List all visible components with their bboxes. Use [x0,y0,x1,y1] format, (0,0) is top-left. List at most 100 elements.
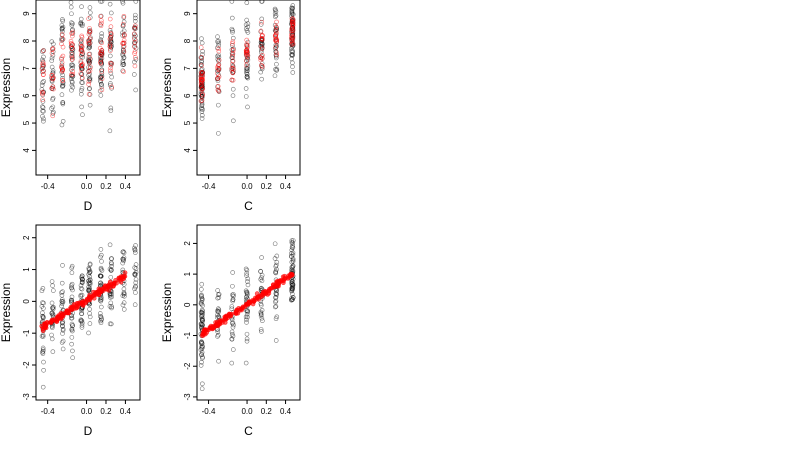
data-point [259,275,264,281]
data-point [199,36,204,41]
data-point [98,60,104,66]
data-point [273,28,279,34]
data-point [39,66,45,71]
data-point [244,51,249,57]
data-point [69,20,74,26]
data-point [273,45,279,50]
data-point [78,16,84,22]
data-point [290,257,296,263]
data-point [231,66,236,72]
data-point [290,240,296,246]
data-point [78,52,84,58]
data-point [259,36,265,42]
data-point [107,36,113,42]
data-point [121,69,126,75]
data-point [99,31,104,36]
data-point [289,247,295,253]
data-point [98,273,104,279]
data-point [60,263,65,268]
data-point [41,48,46,53]
data-point [69,31,75,36]
data-point [40,59,46,64]
data-point [290,245,296,250]
data-point [98,0,103,4]
data-point [274,19,279,25]
data-point [69,283,74,288]
data-point [86,51,92,57]
data-point [289,25,295,31]
data-point [99,34,104,39]
data-point [98,39,104,45]
data-point [290,34,296,40]
data-point [289,291,295,297]
data-point [230,77,236,83]
data-point [258,57,264,63]
data-point [78,71,84,76]
data-point [49,64,55,70]
data-point [273,338,279,343]
data-point [273,55,279,61]
data-point [121,49,126,55]
x-tick-label: 0.2 [100,407,112,416]
data-point [99,84,105,90]
data-point [107,128,113,134]
y-tick-label: 4 [183,148,192,153]
plot-frame [35,224,141,401]
data-point [40,63,46,69]
data-point [229,304,235,309]
data-point [133,87,138,93]
data-point [80,80,85,86]
data-point [230,270,235,275]
data-point [199,60,204,65]
data-point [121,282,127,287]
data-point [59,303,64,309]
data-point [132,51,137,56]
data-point [215,56,221,62]
data-point [216,291,222,297]
data-point [289,267,294,273]
series-1-points [39,13,138,119]
data-point [98,247,104,252]
data-point [133,243,138,248]
data-point [49,336,55,342]
data-point [230,93,236,98]
data-point [273,294,279,300]
y-tick-label: 5 [183,120,192,125]
data-point [290,243,295,248]
data-point [132,18,138,24]
data-point [259,46,265,51]
data-point [79,322,85,328]
data-point [122,32,127,37]
data-point [79,273,85,279]
data-point [79,35,85,40]
data-point [215,306,221,311]
data-point [274,267,279,272]
data-point [199,339,204,344]
data-point [98,265,104,271]
data-point [274,61,279,67]
data-point [200,355,205,361]
data-point [49,39,55,44]
data-point [70,42,75,47]
data-point [290,60,295,66]
x-tick-label: 0.4 [120,182,132,191]
data-point [40,97,45,103]
data-point [120,52,125,57]
data-point [87,68,93,73]
data-point [49,279,55,284]
series-0-points [39,242,139,390]
data-point [40,114,45,119]
data-point [243,360,249,366]
data-point [70,80,75,85]
data-point [215,34,220,40]
data-point [133,23,138,29]
data-point [132,265,138,270]
data-point [60,118,66,124]
data-point [121,49,127,55]
data-point [99,295,104,300]
data-point [245,52,250,57]
data-point [70,45,75,51]
data-point [121,257,126,262]
data-point [107,68,113,74]
data-point [80,49,85,55]
